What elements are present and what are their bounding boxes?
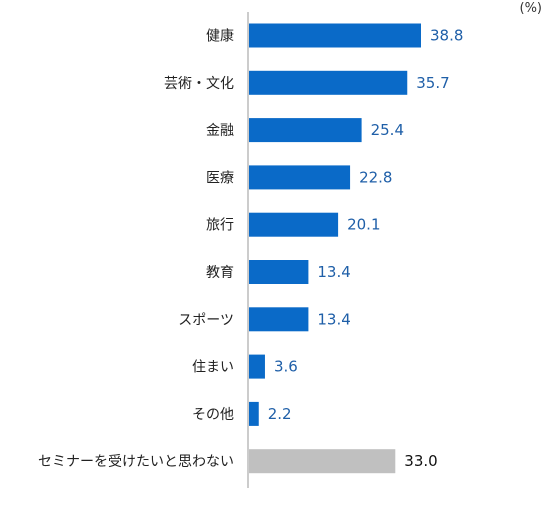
bar-0 (249, 23, 421, 48)
category-label-7: 住まい (192, 360, 234, 376)
category-label-8: その他 (192, 407, 234, 423)
value-label-1: 35.7 (416, 74, 449, 92)
category-label-6: スポーツ (178, 312, 234, 328)
bar-6 (249, 307, 309, 332)
bar-9 (249, 449, 396, 474)
value-label-4: 20.1 (347, 216, 380, 234)
bar-3 (249, 165, 351, 190)
category-label-4: 旅行 (206, 218, 234, 234)
unit-label: (%) (520, 1, 543, 16)
category-label-3: 医療 (206, 169, 234, 186)
bar-2 (249, 118, 362, 143)
bars-group: 健康 38.8 芸術・文化 35.7 金融 25.4 医療 22.8 旅行 20.1 教育 13.4 ス… (38, 23, 463, 474)
bar-4 (249, 212, 339, 237)
value-label-0: 38.8 (430, 27, 463, 45)
value-label-5: 13.4 (317, 263, 350, 281)
value-label-2: 25.4 (371, 121, 404, 139)
category-label-5: 教育 (206, 265, 234, 281)
bar-8 (249, 401, 259, 426)
category-label-2: 金融 (206, 123, 234, 139)
bar-5 (249, 260, 309, 284)
value-label-3: 22.8 (359, 168, 392, 186)
value-label-6: 13.4 (317, 310, 350, 328)
value-label-7: 3.6 (274, 358, 298, 376)
category-label-0: 健康 (206, 28, 234, 45)
bar-7 (249, 354, 265, 379)
value-label-8: 2.2 (268, 405, 292, 423)
category-label-1: 芸術・文化 (164, 76, 234, 92)
category-label-9: セミナーを受けたいと思わない (38, 454, 234, 470)
bar-1 (249, 70, 408, 95)
value-label-9: 33.0 (404, 452, 437, 470)
